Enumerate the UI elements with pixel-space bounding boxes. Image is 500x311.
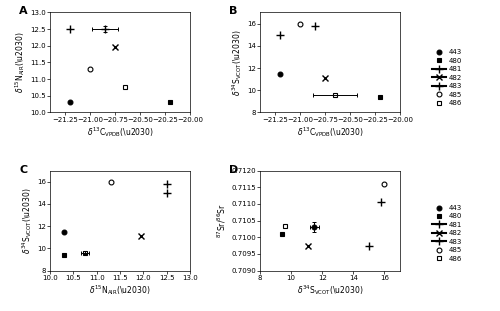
Text: C: C <box>19 165 28 174</box>
X-axis label: $\delta^{15}$N$_{\rm AIR}$(\u2030): $\delta^{15}$N$_{\rm AIR}$(\u2030) <box>90 284 150 297</box>
Text: A: A <box>19 7 28 16</box>
Text: D: D <box>229 165 238 174</box>
Text: B: B <box>229 7 237 16</box>
Legend: 443, 480, 481, 482, 483, 485, 486: 443, 480, 481, 482, 483, 485, 486 <box>432 49 462 106</box>
Legend: 443, 480, 481, 482, 483, 485, 486: 443, 480, 481, 482, 483, 485, 486 <box>432 205 462 262</box>
Y-axis label: $^{87}$Sr/$^{86}$Sr: $^{87}$Sr/$^{86}$Sr <box>216 203 228 238</box>
X-axis label: $\delta^{13}$C$_{\rm VPDB}$(\u2030): $\delta^{13}$C$_{\rm VPDB}$(\u2030) <box>296 125 364 139</box>
X-axis label: $\delta^{34}$S$_{\rm VCOT}$(\u2030): $\delta^{34}$S$_{\rm VCOT}$(\u2030) <box>296 284 364 297</box>
Y-axis label: $\delta^{34}$S$_{\rm VCOT}$(\u2030): $\delta^{34}$S$_{\rm VCOT}$(\u2030) <box>20 187 34 254</box>
X-axis label: $\delta^{13}$C$_{\rm VPDB}$(\u2030): $\delta^{13}$C$_{\rm VPDB}$(\u2030) <box>86 125 154 139</box>
Y-axis label: $\delta^{34}$S$_{\rm VCOT}$(\u2030): $\delta^{34}$S$_{\rm VCOT}$(\u2030) <box>230 29 244 96</box>
Y-axis label: $\delta^{15}$N$_{\rm AIR}$(\u2030): $\delta^{15}$N$_{\rm AIR}$(\u2030) <box>14 32 28 93</box>
